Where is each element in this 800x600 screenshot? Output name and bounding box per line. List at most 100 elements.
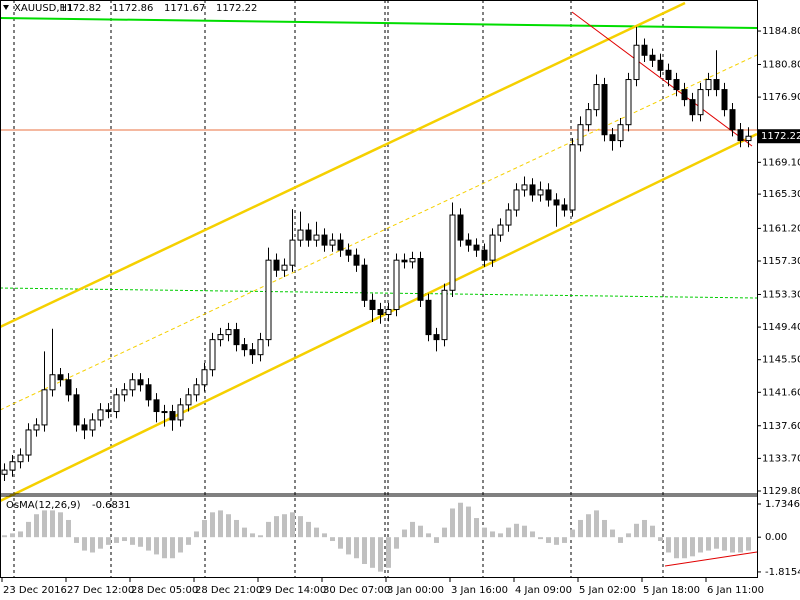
histogram-bar: [698, 537, 703, 553]
histogram-bar: [250, 533, 255, 538]
trend-line: [664, 551, 758, 567]
candle-body: [385, 309, 392, 316]
histogram-bar: [394, 537, 399, 549]
candle-body: [617, 124, 624, 142]
y-tick-label: 1176.90: [762, 92, 800, 103]
candle-body: [417, 258, 424, 301]
y-tick-label: 1180.80: [762, 59, 800, 70]
histogram-bar: [410, 521, 415, 538]
x-tick-label: 5 Jan 18:00: [643, 585, 700, 596]
candle-body: [665, 69, 672, 81]
histogram-bar: [578, 519, 583, 538]
candle-body: [49, 374, 56, 391]
candle-body: [721, 89, 728, 111]
y-tick-label: 1165.30: [762, 189, 800, 200]
candle-body: [569, 144, 576, 211]
candle-body: [145, 384, 152, 401]
candle-body: [113, 394, 120, 413]
histogram-bar: [442, 527, 447, 538]
histogram-bar: [498, 533, 503, 538]
y-tick-label: 1141.60: [762, 387, 800, 398]
histogram-bar: [226, 514, 231, 538]
histogram-bar: [266, 521, 271, 538]
histogram-bar: [322, 533, 327, 538]
candle-body: [473, 244, 480, 251]
candle-body: [481, 249, 488, 261]
candle-body: [537, 189, 544, 196]
histogram-bar: [290, 512, 295, 538]
candle-body: [137, 379, 144, 386]
x-tick-label: 28 Dec 21:00: [195, 585, 262, 596]
y-tick-label: 1.7346: [765, 499, 800, 510]
histogram-bar: [402, 529, 407, 538]
histogram-bar: [418, 525, 423, 538]
histogram-bar: [714, 537, 719, 549]
histogram-bar: [258, 535, 263, 538]
histogram-bar: [674, 537, 679, 559]
candle-body: [241, 344, 248, 351]
candle-body: [593, 84, 600, 111]
candle-body: [161, 411, 168, 414]
candle-body: [489, 234, 496, 261]
candle-body: [737, 129, 744, 142]
candle-body: [129, 379, 136, 391]
candle-body: [305, 229, 312, 241]
candle-body: [193, 384, 200, 396]
histogram-bar: [314, 527, 319, 538]
candle-body: [345, 249, 352, 256]
candle-body: [401, 259, 408, 263]
candle-body: [313, 234, 320, 241]
histogram-bar: [530, 531, 535, 538]
y-tick-label: 1161.20: [762, 223, 800, 234]
candle-body: [729, 109, 736, 131]
histogram-bar: [362, 537, 367, 564]
candle-body: [649, 54, 656, 61]
candle-body: [65, 379, 72, 396]
histogram-bar: [146, 537, 151, 551]
x-tick-label: 6 Jan 11:00: [707, 585, 764, 596]
ohlc-high: 1172.86: [112, 3, 153, 14]
histogram-bar: [130, 537, 135, 545]
candle-body: [169, 411, 176, 421]
candle-body: [225, 329, 232, 336]
candle-body: [361, 264, 368, 301]
histogram-bar: [570, 529, 575, 538]
histogram-bar: [202, 519, 207, 538]
candle-body: [233, 329, 240, 346]
y-tick-label: 1137.60: [762, 421, 800, 432]
candle-body: [657, 59, 664, 71]
candle-body: [73, 394, 80, 426]
candle-body: [217, 334, 224, 341]
histogram-bar: [618, 537, 623, 543]
candle-body: [17, 454, 24, 463]
histogram-bar: [234, 519, 239, 538]
histogram-bar: [34, 514, 39, 538]
histogram-bar: [466, 506, 471, 538]
histogram-bar: [330, 537, 335, 542]
y-tick-label: 1184.80: [762, 26, 800, 37]
x-tick-label: 28 Dec 05:00: [131, 585, 198, 596]
candle-body: [297, 229, 304, 241]
ohlc-close: 1172.22: [216, 3, 257, 14]
histogram-bar: [42, 510, 47, 538]
drawing-objects: [0, 1, 758, 567]
y-tick-label: 1129.80: [762, 486, 800, 497]
candle-body: [41, 389, 48, 426]
candle-body: [353, 254, 360, 266]
candle-body: [9, 461, 16, 471]
plot: [1, 26, 752, 572]
candle-body: [697, 89, 704, 116]
histogram-bar: [162, 537, 167, 559]
candle-body: [561, 204, 568, 211]
y-tick-label: 1149.40: [762, 322, 800, 333]
candle-body: [585, 109, 592, 126]
candle-body: [457, 214, 464, 241]
histogram-bar: [386, 537, 391, 568]
candle-body: [89, 419, 96, 431]
candle-body: [681, 89, 688, 101]
candle-body: [433, 334, 440, 341]
histogram-bar: [26, 521, 31, 538]
candle-body: [257, 339, 264, 356]
